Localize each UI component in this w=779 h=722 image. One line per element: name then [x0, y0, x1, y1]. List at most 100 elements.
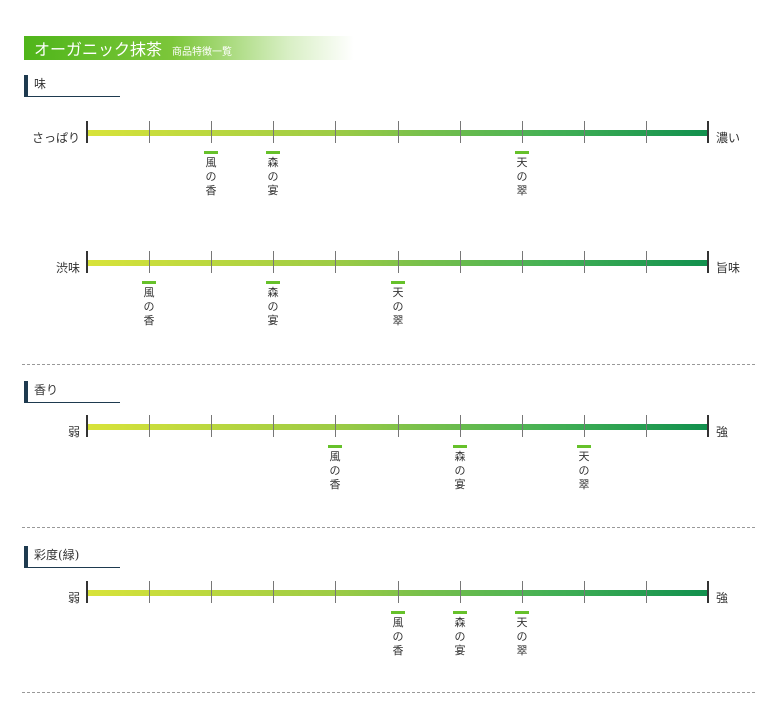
scale-right-label: 強 — [716, 425, 729, 439]
marker-label: 天の翠 — [392, 286, 404, 327]
scale-tick — [273, 415, 274, 437]
marker-line — [577, 445, 591, 448]
marker-line — [515, 611, 529, 614]
product-marker: 森の宴 — [453, 445, 467, 492]
section-heading-color: 彩度(緑) — [24, 546, 120, 568]
marker-label: 風の香 — [205, 156, 217, 197]
scale-tick — [149, 251, 150, 273]
marker-line — [515, 151, 529, 154]
scale-tick — [460, 415, 461, 437]
scale-tick — [273, 121, 274, 143]
scale-left-end — [86, 415, 88, 437]
scale-tick — [646, 251, 647, 273]
scale-tick — [584, 415, 585, 437]
scale-right-label: 強 — [716, 591, 729, 605]
scale-tick — [149, 581, 150, 603]
scale-tick — [398, 121, 399, 143]
marker-line — [391, 281, 405, 284]
scale-right-end — [707, 251, 709, 273]
scale-tick — [211, 415, 212, 437]
section-heading-aroma: 香り — [24, 381, 120, 403]
scale-aroma: 弱 強 風の香 森の宴 天の翠 — [0, 415, 779, 525]
scale-tick — [335, 415, 336, 437]
scale-tick — [273, 251, 274, 273]
scale-tick — [522, 251, 523, 273]
marker-label: 天の翠 — [516, 616, 528, 657]
scale-tick — [522, 415, 523, 437]
scale-taste-light-rich: さっぱり 濃い 風の香 森の宴 天の翠 — [0, 121, 779, 231]
marker-line — [142, 281, 156, 284]
marker-line — [266, 151, 280, 154]
marker-label: 天の翠 — [516, 156, 528, 197]
scale-left-end — [86, 121, 88, 143]
scale-tick — [335, 581, 336, 603]
marker-label: 天の翠 — [578, 450, 590, 491]
scale-tick — [398, 581, 399, 603]
scale-right-label: 濃い — [716, 131, 741, 145]
product-marker: 天の翠 — [391, 281, 405, 328]
marker-line — [204, 151, 218, 154]
scale-tick — [460, 121, 461, 143]
scale-tick — [211, 251, 212, 273]
marker-label: 森の宴 — [267, 286, 279, 327]
scale-tick — [584, 121, 585, 143]
marker-line — [328, 445, 342, 448]
product-marker: 天の翠 — [515, 611, 529, 658]
scale-tick — [398, 251, 399, 273]
marker-line — [391, 611, 405, 614]
scale-left-end — [86, 581, 88, 603]
product-marker: 森の宴 — [453, 611, 467, 658]
page-title-banner: オーガニック抹茶 商品特徴一覧 — [24, 36, 354, 60]
scale-tick — [398, 415, 399, 437]
scale-taste-astringent-umami: 渋味 旨味 風の香 森の宴 天の翠 — [0, 251, 779, 361]
scale-left-label: さっぱり — [31, 131, 80, 145]
section-divider — [22, 692, 755, 693]
scale-tick — [211, 121, 212, 143]
section-divider — [22, 527, 755, 528]
product-marker: 天の翠 — [515, 151, 529, 198]
scale-tick — [584, 581, 585, 603]
section-heading-taste: 味 — [24, 75, 120, 97]
product-marker: 風の香 — [142, 281, 156, 328]
product-marker: 森の宴 — [266, 281, 280, 328]
scale-tick — [273, 581, 274, 603]
page-subtitle: 商品特徴一覧 — [172, 46, 233, 58]
marker-label: 森の宴 — [267, 156, 279, 197]
scale-tick — [646, 121, 647, 143]
marker-label: 森の宴 — [454, 450, 466, 491]
marker-line — [453, 445, 467, 448]
scale-right-end — [707, 415, 709, 437]
product-marker: 森の宴 — [266, 151, 280, 198]
scale-left-label: 渋味 — [55, 261, 80, 275]
marker-label: 森の宴 — [454, 616, 466, 657]
scale-tick — [335, 121, 336, 143]
marker-line — [453, 611, 467, 614]
scale-tick — [335, 251, 336, 273]
product-marker: 風の香 — [328, 445, 342, 492]
scale-left-label: 弱 — [67, 425, 80, 439]
product-marker: 天の翠 — [577, 445, 591, 492]
scale-tick — [460, 251, 461, 273]
scale-tick — [149, 121, 150, 143]
scale-left-label: 弱 — [67, 591, 80, 605]
marker-label: 風の香 — [143, 286, 155, 327]
scale-right-label: 旨味 — [716, 261, 741, 275]
marker-line — [266, 281, 280, 284]
marker-label: 風の香 — [392, 616, 404, 657]
scale-tick — [522, 581, 523, 603]
page-title: オーガニック抹茶 — [34, 40, 163, 59]
scale-tick — [522, 121, 523, 143]
scale-tick — [646, 581, 647, 603]
scale-color-saturation: 弱 強 風の香 森の宴 天の翠 — [0, 581, 779, 691]
scale-tick — [584, 251, 585, 273]
product-marker: 風の香 — [391, 611, 405, 658]
scale-tick — [149, 415, 150, 437]
section-divider — [22, 364, 755, 365]
scale-right-end — [707, 581, 709, 603]
scale-right-end — [707, 121, 709, 143]
product-marker: 風の香 — [204, 151, 218, 198]
scale-tick — [211, 581, 212, 603]
marker-label: 風の香 — [329, 450, 341, 491]
scale-left-end — [86, 251, 88, 273]
scale-tick — [460, 581, 461, 603]
